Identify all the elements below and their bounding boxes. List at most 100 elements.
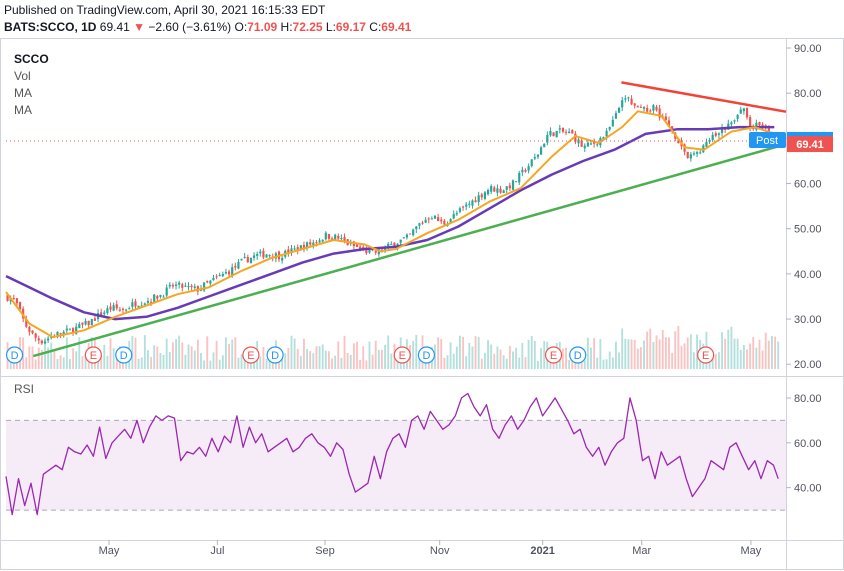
volume-bar bbox=[524, 357, 527, 369]
candle-body bbox=[568, 131, 571, 134]
legend-rsi[interactable]: RSI bbox=[14, 382, 35, 396]
candle-body bbox=[365, 247, 368, 254]
candle-body bbox=[705, 141, 708, 147]
candle-body bbox=[187, 285, 190, 288]
volume-bar bbox=[571, 355, 574, 369]
candle-body bbox=[399, 239, 402, 243]
volume-bar bbox=[602, 359, 605, 369]
volume-bar bbox=[262, 346, 265, 369]
candle-body bbox=[190, 285, 193, 288]
candle-body bbox=[309, 242, 312, 245]
candle-body bbox=[671, 126, 674, 131]
volume-bar bbox=[636, 348, 639, 369]
volume-bar bbox=[228, 343, 231, 369]
candle-body bbox=[81, 322, 84, 325]
candle-body bbox=[324, 232, 327, 240]
candle-body bbox=[602, 137, 605, 140]
volume-bar bbox=[171, 342, 174, 369]
earnings-marker[interactable] bbox=[393, 346, 411, 364]
price-tick-label: 40.00 bbox=[794, 269, 822, 281]
change-value: −2.60 (−3.61%) bbox=[148, 20, 232, 34]
support-trendline bbox=[32, 142, 787, 358]
candle-body bbox=[574, 133, 577, 142]
legend-ticker[interactable]: SCCO bbox=[14, 52, 49, 66]
volume-bar bbox=[565, 347, 567, 369]
volume-bar bbox=[471, 346, 474, 369]
legend-ma-slow[interactable]: MA bbox=[14, 103, 32, 117]
dividend-marker[interactable] bbox=[569, 346, 587, 364]
candle-body bbox=[15, 298, 19, 304]
earnings-marker-label: E bbox=[702, 350, 709, 362]
volume-bar bbox=[717, 352, 720, 369]
volume-bar bbox=[443, 357, 446, 369]
candle-body bbox=[433, 215, 437, 219]
price-tick-label: 80.00 bbox=[794, 88, 822, 100]
candle-body bbox=[12, 298, 15, 300]
candle-body bbox=[218, 275, 221, 277]
volume-bar bbox=[639, 347, 642, 369]
volume-bar bbox=[225, 337, 227, 369]
candle-body bbox=[730, 122, 733, 125]
candle-body bbox=[586, 142, 589, 147]
volume-bar bbox=[593, 338, 596, 369]
legend-vol[interactable]: Vol bbox=[14, 69, 31, 83]
dividend-marker[interactable] bbox=[417, 346, 436, 364]
candle-body bbox=[468, 203, 471, 205]
candle-body bbox=[608, 127, 611, 130]
volume-bar bbox=[37, 347, 40, 369]
candle-body bbox=[168, 284, 171, 287]
candle-body bbox=[518, 172, 521, 183]
volume-bar bbox=[352, 343, 355, 369]
candle-body bbox=[749, 117, 752, 129]
volume-bar bbox=[446, 355, 449, 369]
volume-bar bbox=[518, 357, 521, 369]
candle-body bbox=[112, 305, 115, 311]
volume-bar bbox=[100, 354, 103, 369]
candle-body bbox=[174, 284, 178, 286]
post-label-badge bbox=[749, 131, 786, 148]
time-tick-label: Sep bbox=[315, 545, 335, 557]
volume-bar bbox=[56, 358, 59, 369]
volume-bar bbox=[34, 359, 37, 369]
volume-bar bbox=[739, 349, 742, 369]
earnings-marker[interactable] bbox=[242, 346, 260, 364]
volume-bar bbox=[62, 357, 65, 369]
candle-body bbox=[515, 181, 518, 183]
candle-body bbox=[646, 108, 649, 112]
price-tick-label: 60.00 bbox=[794, 179, 822, 191]
earnings-marker[interactable] bbox=[697, 346, 715, 364]
open-label: O: bbox=[234, 20, 248, 34]
volume-bar bbox=[777, 341, 780, 369]
earnings-marker[interactable] bbox=[544, 346, 563, 364]
candle-body bbox=[633, 103, 636, 106]
candle-body bbox=[93, 318, 97, 321]
candle-body bbox=[571, 130, 574, 134]
volume-bar bbox=[611, 357, 614, 369]
candle-body bbox=[427, 218, 430, 220]
dividend-marker[interactable] bbox=[115, 346, 133, 364]
candle-body bbox=[75, 326, 78, 334]
price-tick-label: 50.00 bbox=[794, 224, 822, 236]
low-value: 69.17 bbox=[335, 20, 366, 34]
close-label: C: bbox=[369, 20, 382, 34]
earnings-marker[interactable] bbox=[84, 346, 102, 364]
candle-body bbox=[639, 106, 643, 108]
close-value: 69.41 bbox=[381, 20, 412, 34]
candle-body bbox=[430, 218, 433, 220]
legend-ma-fast[interactable]: MA bbox=[14, 86, 32, 100]
volume-bar bbox=[349, 354, 352, 369]
candle-body bbox=[502, 190, 505, 194]
volume-bar bbox=[490, 344, 493, 369]
volume-bar bbox=[212, 352, 215, 369]
volume-bar bbox=[359, 359, 362, 369]
volume-bar bbox=[150, 357, 153, 369]
volume-bar bbox=[187, 344, 190, 369]
candle-body bbox=[717, 133, 721, 135]
rsi-band bbox=[6, 420, 786, 511]
dividend-marker[interactable] bbox=[266, 346, 284, 364]
candle-body bbox=[739, 109, 742, 114]
candle-body bbox=[131, 302, 134, 307]
volume-bar bbox=[134, 337, 137, 369]
dividend-marker[interactable] bbox=[5, 346, 24, 364]
